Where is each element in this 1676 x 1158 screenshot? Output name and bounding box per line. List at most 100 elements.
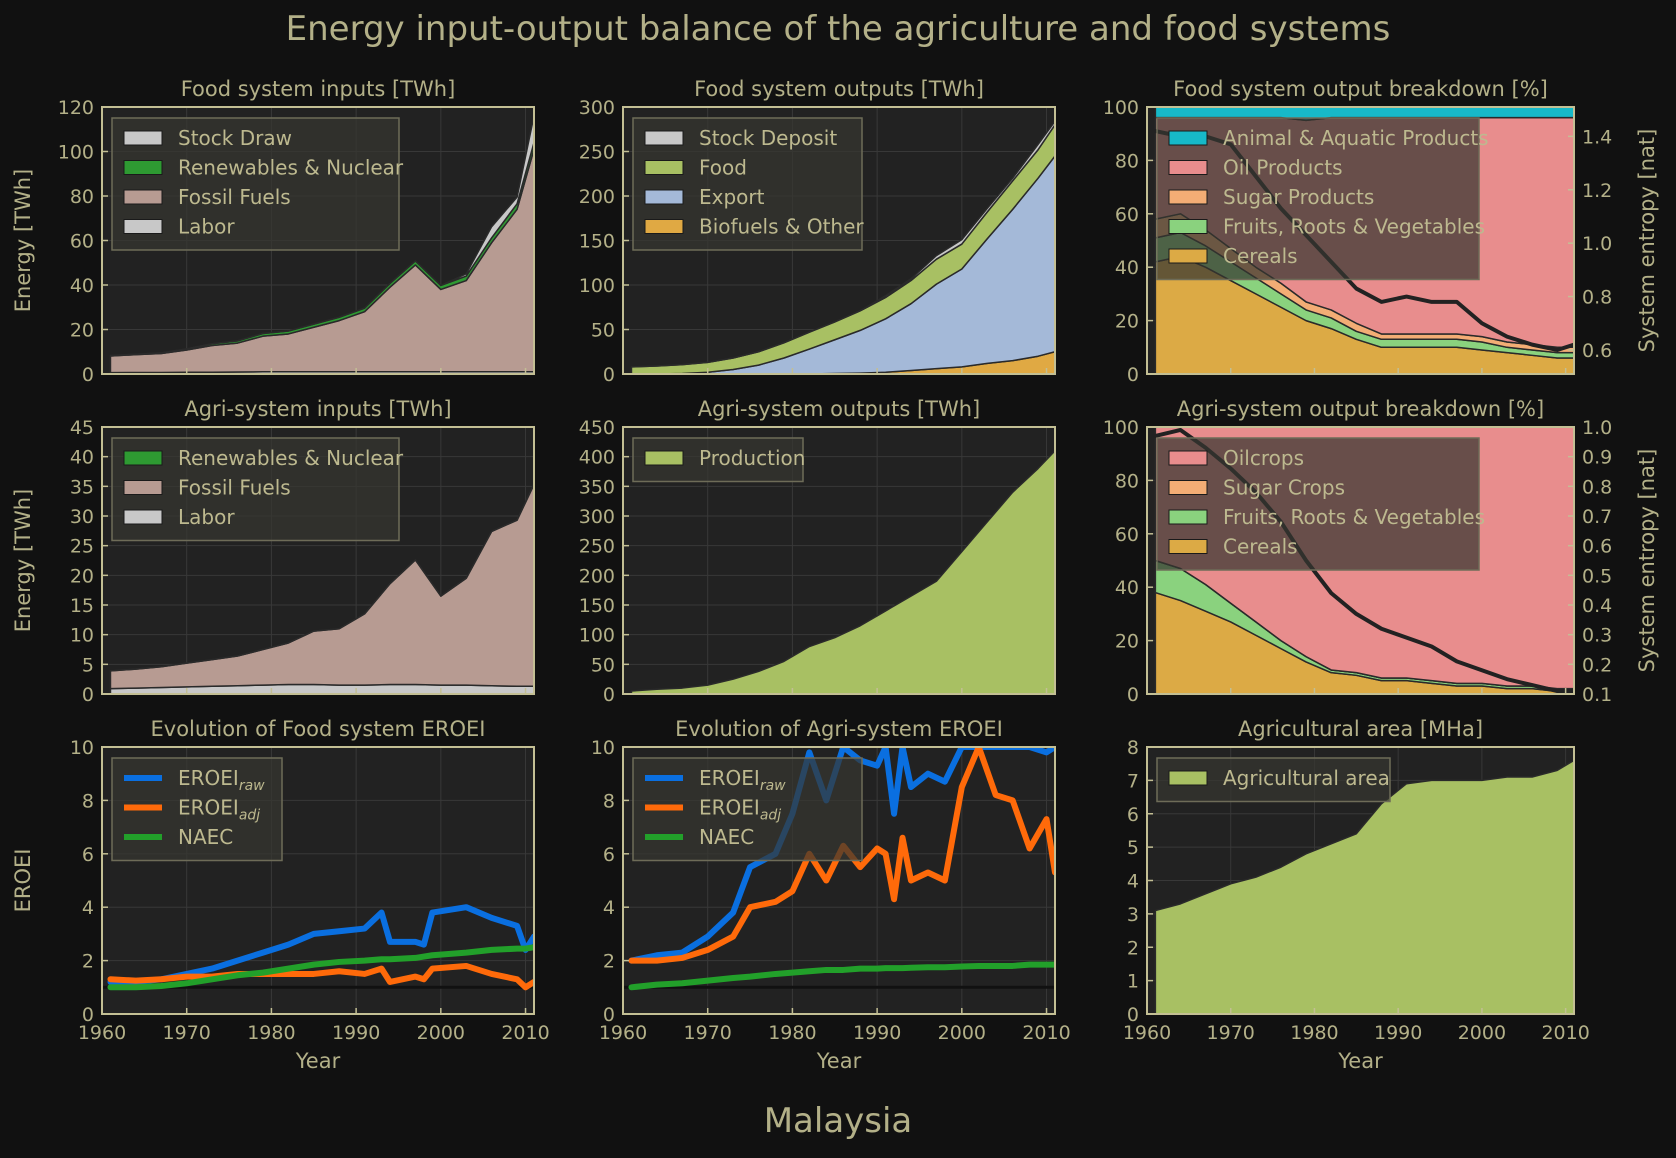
area-production xyxy=(630,449,1055,694)
y2-tick-label: 0.2 xyxy=(1582,654,1612,676)
legend-label-main: Cereals xyxy=(1223,535,1298,559)
y-tick-label: 40 xyxy=(1115,257,1139,279)
y-tick-label: 100 xyxy=(579,275,615,297)
legend-label-main: Biofuels & Other xyxy=(699,215,864,239)
legend-label-main: Stock Deposit xyxy=(699,126,837,150)
legend-label-main: Agricultural area xyxy=(1223,766,1390,790)
y2-tick-label: 0.6 xyxy=(1582,340,1612,362)
plot-area xyxy=(102,904,534,991)
x-tick-label: 1990 xyxy=(1374,1022,1422,1044)
y-tick-label: 0 xyxy=(82,364,94,386)
y-tick-label: 20 xyxy=(70,565,94,587)
legend-label: Biofuels & Other xyxy=(699,215,864,239)
legend-label-main: Animal & Aquatic Products xyxy=(1223,126,1489,150)
plot-frame xyxy=(622,426,1056,695)
y-tick-label: 40 xyxy=(1115,577,1139,599)
figure-title: Energy input-output balance of the agric… xyxy=(286,9,1391,49)
legend-swatch xyxy=(123,450,163,466)
panel-title: Evolution of Food system EROEI xyxy=(151,717,486,741)
legend-swatch xyxy=(1168,509,1208,525)
y-tick-label: 10 xyxy=(70,737,94,759)
y-tick-label: 8 xyxy=(603,790,615,812)
plot-frame xyxy=(101,746,535,1015)
legend-label-main: Oilcrops xyxy=(1223,446,1304,470)
y-tick-label: 4 xyxy=(1127,871,1139,893)
x-axis-label: Year xyxy=(295,1049,341,1073)
y-tick-label: 6 xyxy=(1127,804,1139,826)
panel-title: Food system inputs [TWh] xyxy=(181,77,456,101)
panel-agri-outputs: 0 50 100 150 200 250 300 350 400 450 Agri-system o… xyxy=(579,397,1056,706)
y-tick-label: 100 xyxy=(58,142,94,164)
legend-swatch xyxy=(644,219,684,234)
legend-label: Export xyxy=(699,185,765,209)
x-tick-label: 2010 xyxy=(1022,1022,1070,1044)
panel-food-eroei: 0 2 4 6 8 10 1960 1970 1980 1990 2000 2010 Year EROEI… xyxy=(11,717,550,1073)
legend-label: EROEIraw xyxy=(178,766,265,794)
legend-swatch xyxy=(123,130,163,146)
y-tick-label: 4 xyxy=(603,897,615,919)
y-tick-label: 20 xyxy=(1115,631,1139,653)
plot-frame xyxy=(1146,426,1575,695)
legend-swatch xyxy=(1168,130,1208,146)
x-tick-label: 1980 xyxy=(1290,1022,1338,1044)
line-eroei-raw xyxy=(628,747,1055,964)
x-tick-label: 1970 xyxy=(1207,1022,1255,1044)
y-tick-label: 5 xyxy=(82,654,94,676)
y2-tick-label: 1.0 xyxy=(1582,233,1612,255)
legend-label: Fossil Fuels xyxy=(178,185,291,209)
panel-title: Food system output breakdown [%] xyxy=(1173,77,1548,101)
line-eroei-adj xyxy=(628,747,1055,964)
legend-label: Stock Deposit xyxy=(699,126,837,150)
legend-label-main: Fossil Fuels xyxy=(178,185,291,209)
y-tick-label: 80 xyxy=(1115,470,1139,492)
legend-label-main: EROEI xyxy=(178,796,239,820)
y-tick-label: 300 xyxy=(579,97,615,119)
y-tick-label: 450 xyxy=(579,417,615,439)
legend-swatch xyxy=(1168,189,1208,205)
line-naec xyxy=(628,961,1055,991)
plot-area xyxy=(630,120,1055,374)
y-tick-label: 6 xyxy=(603,844,615,866)
legend-label: Cereals xyxy=(1223,244,1298,268)
y-tick-label: 60 xyxy=(1115,524,1139,546)
y-tick-label: 50 xyxy=(591,654,615,676)
y2-tick-label: 1.2 xyxy=(1582,180,1612,202)
y-tick-label: 150 xyxy=(579,231,615,253)
country-label: Malaysia xyxy=(764,1101,913,1141)
y-tick-label: 100 xyxy=(1103,97,1139,119)
y-tick-label: 7 xyxy=(1127,770,1139,792)
line-naec xyxy=(107,944,534,991)
legend-label-main: Renewables & Nuclear xyxy=(178,446,404,470)
line-eroei-raw xyxy=(107,904,534,985)
legend-swatch xyxy=(1168,770,1208,786)
x-tick-label: 1990 xyxy=(332,1022,380,1044)
panel-food-breakdown: 0 20 40 60 80 100 0.6 0.8 1.0 1.2 1.4 System entrop… xyxy=(1103,77,1659,386)
y-tick-label: 20 xyxy=(70,320,94,342)
legend-label: Renewables & Nuclear xyxy=(178,446,404,470)
area-agricultural-area xyxy=(1154,759,1574,1014)
y-tick-label: 5 xyxy=(1127,837,1139,859)
legend-swatch xyxy=(123,219,163,234)
y-tick-label: 0 xyxy=(1127,684,1139,706)
y2-tick-label: 0.6 xyxy=(1582,536,1612,558)
legend-label-subscript: adj xyxy=(239,808,260,824)
plot-area xyxy=(109,115,534,374)
plot-area xyxy=(623,747,1055,991)
panel-title: Evolution of Agri-system EROEI xyxy=(675,717,1003,741)
legend-label-main: Sugar Products xyxy=(1223,185,1374,209)
y2-tick-label: 1.0 xyxy=(1582,417,1612,439)
legend-label: EROEIadj xyxy=(699,796,781,824)
y-tick-label: 25 xyxy=(70,536,94,558)
y2-tick-label: 0.3 xyxy=(1582,625,1612,647)
plot-area xyxy=(109,483,534,694)
legend-label: Fruits, Roots & Vegetables xyxy=(1223,215,1485,239)
legend-label-main: EROEI xyxy=(699,796,760,820)
y-tick-label: 0 xyxy=(82,684,94,706)
panel-title: Agri-system outputs [TWh] xyxy=(698,397,981,421)
legend-label-main: Labor xyxy=(178,505,235,529)
area-stock-deposit xyxy=(630,120,1055,368)
legend-label-main: EROEI xyxy=(178,766,239,790)
y-tick-label: 0 xyxy=(603,364,615,386)
y-tick-label: 6 xyxy=(82,844,94,866)
